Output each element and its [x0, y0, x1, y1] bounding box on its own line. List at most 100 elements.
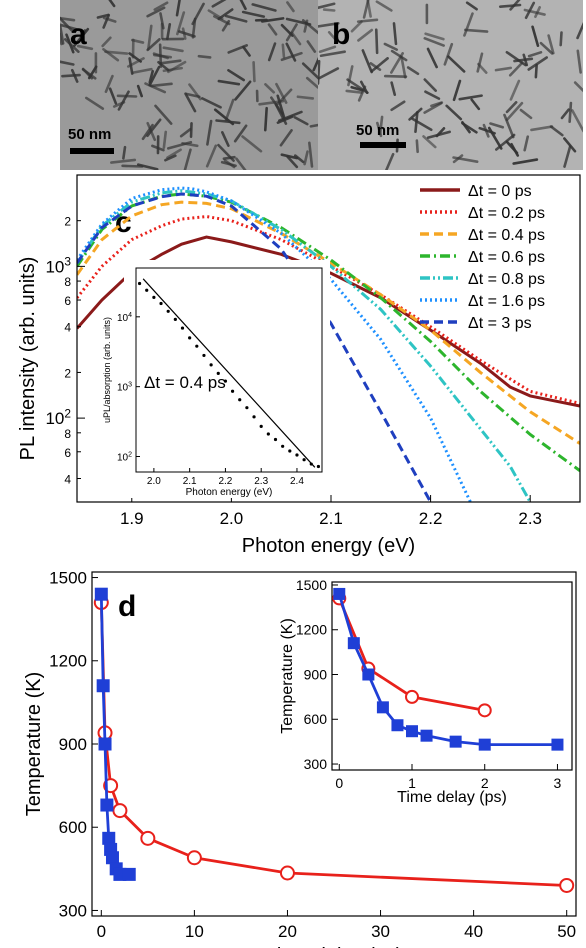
nanorod	[152, 52, 169, 60]
nanorod	[108, 0, 116, 8]
nanorod	[280, 153, 299, 160]
nanorod	[154, 104, 173, 125]
nanorod	[356, 18, 379, 23]
circle-marker	[559, 877, 575, 893]
pl-curve	[77, 200, 580, 445]
nanorod	[318, 2, 336, 10]
nanorod	[60, 25, 65, 45]
inset-data-point	[302, 458, 306, 462]
y-tick-label: 1200	[49, 652, 87, 671]
pl-curve	[77, 192, 432, 502]
panel-letter-d: d	[118, 590, 136, 623]
inset-y-tick-label: 102	[117, 452, 132, 464]
inset-data-point	[195, 344, 199, 348]
nanorod	[308, 141, 314, 168]
inset-data-point	[281, 444, 285, 448]
nanorod	[390, 100, 406, 112]
square-marker	[122, 867, 136, 881]
nanorod	[141, 123, 154, 141]
nanorod	[508, 61, 524, 77]
nanorod	[498, 3, 522, 8]
nanorod	[264, 83, 276, 94]
inset-data-point	[223, 379, 228, 383]
inset-data-point	[137, 281, 142, 286]
nanorod	[162, 46, 184, 53]
nanorod	[224, 98, 235, 122]
inset-data-point	[273, 437, 278, 442]
nanorod	[512, 158, 539, 165]
nanorod	[318, 21, 340, 28]
nanorod	[293, 154, 305, 164]
nanorod	[131, 67, 153, 74]
nanorod	[523, 8, 546, 16]
inset-x-tick-label: 2.0	[147, 476, 161, 487]
nanorod	[452, 154, 464, 164]
inset-data-point	[159, 301, 163, 306]
nanorod	[509, 79, 521, 101]
inset-square-marker	[391, 719, 404, 732]
nanorod	[220, 160, 237, 168]
nanorod	[159, 12, 165, 30]
nanorod	[470, 98, 481, 111]
legend-label: Δt = 0.6 ps	[468, 249, 545, 266]
plot-frame	[76, 174, 581, 503]
scale-label-b: 50 nm	[356, 122, 400, 139]
nanorod	[426, 130, 451, 139]
inset-x-axis-label: Photon energy (eV)	[186, 487, 273, 498]
inset-square-marker	[362, 668, 375, 681]
inset-y-axis-label: Temperature (K)	[279, 618, 296, 734]
nanorod	[489, 122, 505, 129]
nanorod	[148, 65, 161, 87]
nanorod	[60, 23, 80, 32]
inset-y-tick-label: 900	[304, 666, 328, 682]
inset-square-marker	[551, 738, 564, 751]
nanorod	[224, 14, 248, 23]
inset-x-tick-label: 2.1	[183, 476, 197, 487]
nanorod	[527, 51, 543, 58]
legend-label: Δt = 0.4 ps	[468, 227, 545, 244]
square-marker	[94, 587, 108, 601]
nanorod	[60, 32, 63, 46]
scale-bar-a	[70, 148, 114, 154]
scale-label-a: 50 nm	[68, 126, 112, 143]
inset-y-tick-label: 104	[117, 312, 132, 324]
inset-frame	[135, 267, 323, 473]
nanorod	[110, 158, 137, 164]
nanorod	[350, 20, 363, 33]
nanorod	[263, 106, 268, 132]
nanorod	[390, 81, 397, 97]
nanorod	[406, 66, 420, 76]
inset-background	[124, 260, 330, 498]
nanorod	[547, 34, 555, 55]
legend-label: Δt = 3 ps	[468, 315, 532, 332]
nanorod	[258, 99, 285, 106]
nanorod	[447, 55, 466, 73]
nanorod	[221, 130, 230, 147]
nanorod	[293, 116, 309, 126]
nanorod	[357, 28, 374, 42]
nanorod	[78, 29, 87, 42]
y-tick-label: 600	[59, 818, 87, 837]
inset-data-point	[209, 363, 213, 367]
nanorod	[275, 82, 288, 104]
x-tick-label: 2.2	[419, 509, 443, 528]
nanorod	[319, 50, 346, 58]
nanorod	[146, 24, 153, 51]
x-tick-label: 50	[557, 922, 576, 941]
nanorod	[494, 66, 513, 72]
nanorod	[136, 163, 159, 170]
nanorod	[573, 81, 583, 93]
nanorod	[560, 108, 570, 120]
inset-series-line	[337, 597, 485, 712]
inset-x-tick-label: 2.2	[218, 476, 232, 487]
nanorod	[252, 60, 256, 83]
nanorod	[267, 42, 277, 62]
nanorod	[166, 140, 193, 150]
pl-curve	[77, 215, 580, 405]
nanorod	[374, 28, 379, 55]
nanorod	[534, 6, 542, 19]
nanorod	[509, 0, 521, 11]
nanorod	[191, 17, 197, 39]
nanorod	[166, 22, 172, 41]
nanorod	[296, 95, 315, 100]
